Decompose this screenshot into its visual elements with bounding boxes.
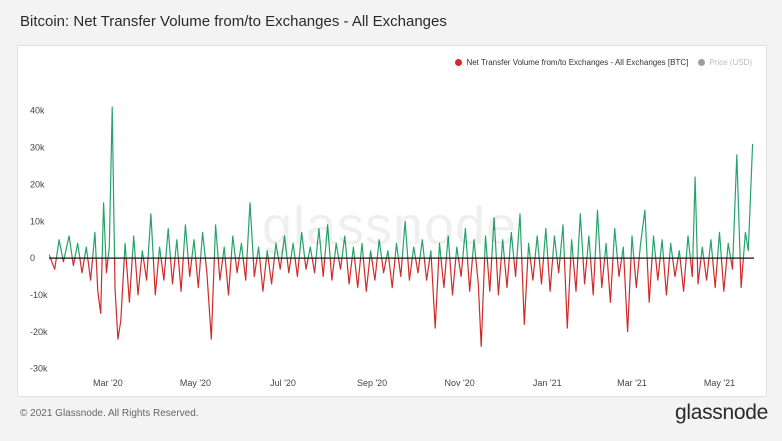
y-tick-label: 30k — [30, 143, 45, 153]
x-tick-label: Sep '20 — [357, 378, 387, 388]
y-tick-label: 20k — [30, 179, 45, 189]
legend-label: Price (USD) — [709, 58, 752, 67]
chart-plot: 40k 30k 20k 10k 0 -10k -20k -30k Mar '20 May '20… — [30, 106, 754, 388]
y-tick-label: -10k — [30, 290, 48, 300]
legend: Net Transfer Volume from/to Exchanges - … — [455, 58, 752, 67]
x-tick-label: Nov '20 — [445, 378, 475, 388]
x-tick-label: May '20 — [180, 378, 211, 388]
watermark: glassnode — [262, 196, 518, 256]
copyright-text: © 2021 Glassnode. All Rights Reserved. — [20, 408, 199, 419]
x-tick-label: Jul '20 — [270, 378, 296, 388]
series-line-negative — [49, 258, 744, 348]
y-tick-label: -30k — [30, 364, 48, 374]
x-tick-label: May '21 — [704, 378, 735, 388]
series-lines — [49, 106, 754, 348]
legend-dot-icon — [455, 59, 463, 66]
legend-item-price[interactable]: Price (USD) — [698, 58, 752, 67]
legend-dot-icon — [698, 59, 706, 66]
x-axis-ticks: Mar '20 May '20 Jul '20 Sep '20 Nov '20 Jan '… — [93, 378, 735, 388]
y-axis-ticks: 40k 30k 20k 10k 0 -10k -20k -30k — [30, 106, 48, 374]
y-tick-label: 0 — [30, 253, 35, 263]
y-tick-label: 40k — [30, 106, 45, 116]
series-line-positive — [49, 106, 754, 259]
x-tick-label: Jan '21 — [533, 378, 562, 388]
chart-title: Bitcoin: Net Transfer Volume from/to Exc… — [20, 13, 447, 30]
chart-card: 40k 30k 20k 10k 0 -10k -20k -30k Mar '20 May '20… — [17, 45, 767, 397]
x-tick-label: Mar '21 — [617, 378, 647, 388]
glassnode-logo: glassnode — [674, 401, 768, 424]
legend-item-net-transfer[interactable]: Net Transfer Volume from/to Exchanges - … — [455, 58, 688, 67]
y-tick-label: 10k — [30, 216, 45, 226]
y-tick-label: -20k — [30, 327, 48, 337]
legend-label: Net Transfer Volume from/to Exchanges - … — [466, 58, 689, 67]
x-tick-label: Mar '20 — [93, 378, 123, 388]
